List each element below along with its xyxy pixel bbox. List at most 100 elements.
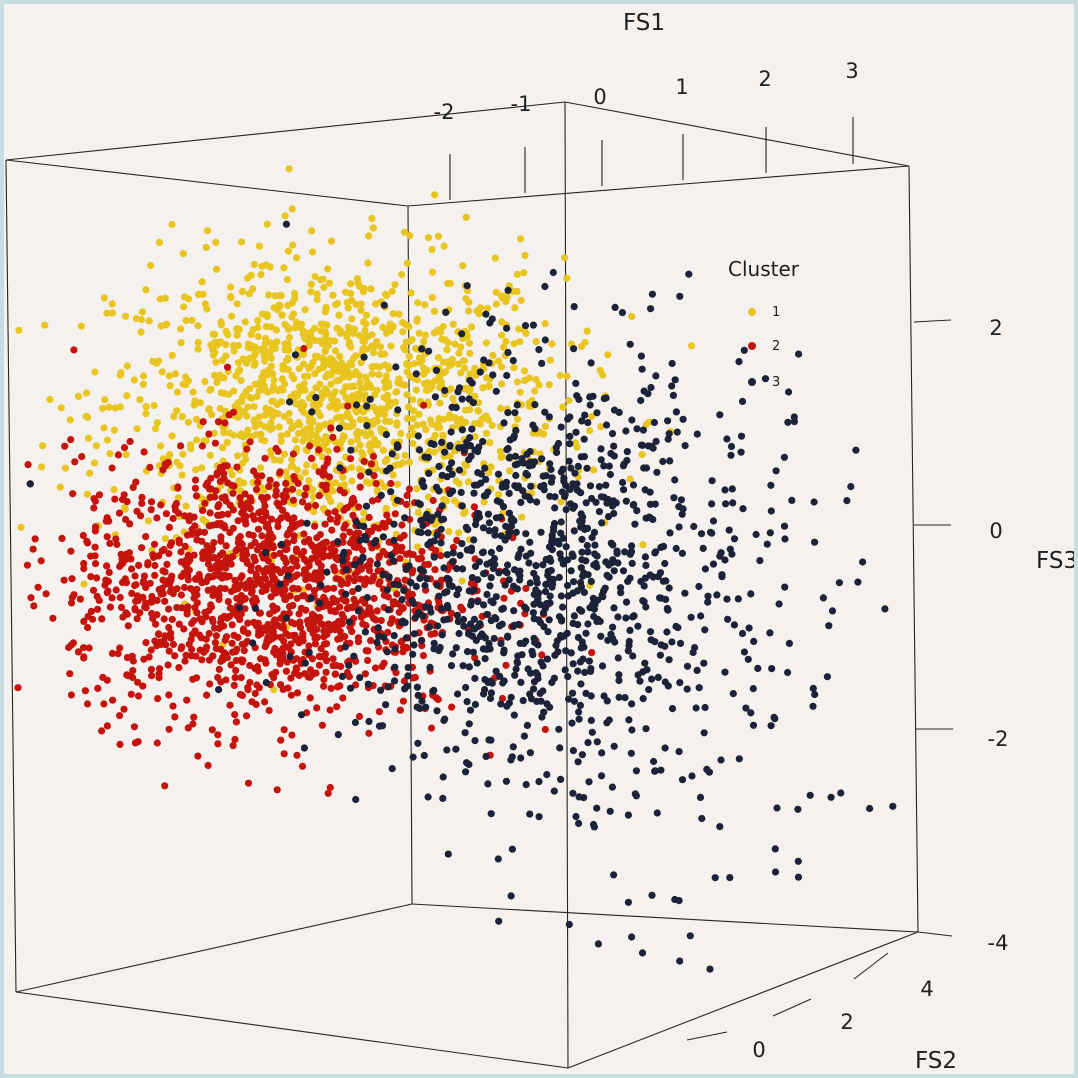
data-point-cluster-3	[416, 704, 424, 713]
data-point-cluster-3	[469, 648, 477, 656]
data-point-cluster-2	[123, 610, 131, 618]
data-point-cluster-2	[76, 595, 84, 603]
data-point-cluster-1	[101, 396, 109, 404]
data-point-cluster-2	[273, 605, 281, 613]
data-point-cluster-2	[80, 559, 88, 568]
data-point-cluster-3	[628, 933, 636, 941]
data-point-cluster-2	[229, 524, 237, 532]
data-point-cluster-1	[548, 340, 556, 348]
data-point-cluster-1	[325, 279, 334, 287]
data-point-cluster-1	[117, 369, 125, 377]
data-point-cluster-3	[492, 387, 500, 395]
data-point-cluster-2	[245, 530, 253, 539]
data-point-cluster-2	[191, 604, 199, 612]
data-point-cluster-1	[460, 357, 468, 365]
data-point-cluster-2	[208, 726, 216, 734]
data-point-cluster-1	[365, 232, 373, 240]
data-point-cluster-2	[231, 576, 239, 585]
data-point-cluster-2	[306, 694, 314, 702]
data-point-cluster-3	[481, 655, 489, 663]
data-point-cluster-3	[465, 395, 473, 403]
data-point-cluster-2	[138, 544, 146, 552]
data-point-cluster-1	[105, 403, 113, 411]
data-point-cluster-3	[676, 957, 684, 965]
data-point-cluster-2	[138, 493, 146, 501]
data-point-cluster-1	[229, 341, 238, 350]
data-point-cluster-2	[174, 484, 182, 492]
data-point-cluster-3	[362, 502, 371, 510]
data-point-cluster-3	[605, 561, 613, 569]
fs2-tick-mark	[772, 998, 812, 1017]
data-point-cluster-3	[696, 793, 705, 802]
data-point-cluster-3	[491, 526, 499, 534]
data-point-cluster-3	[480, 570, 488, 578]
data-point-cluster-3	[301, 659, 309, 667]
data-point-cluster-3	[365, 717, 373, 726]
data-point-cluster-3	[580, 453, 589, 461]
data-point-cluster-2	[356, 483, 364, 491]
data-point-cluster-3	[676, 679, 684, 687]
data-point-cluster-1	[341, 288, 350, 296]
data-point-cluster-2	[371, 664, 380, 672]
data-point-cluster-3	[670, 494, 678, 502]
data-point-cluster-1	[255, 242, 263, 250]
data-point-cluster-2	[328, 526, 336, 534]
data-point-cluster-3	[618, 309, 627, 317]
data-point-cluster-1	[15, 326, 23, 334]
data-point-cluster-1	[445, 528, 453, 536]
fs3-tick-label: 2	[989, 316, 1002, 340]
data-point-cluster-3	[610, 452, 618, 460]
data-point-cluster-3	[539, 561, 547, 569]
data-point-cluster-3	[505, 489, 513, 497]
data-point-cluster-2	[80, 565, 88, 573]
data-point-cluster-2	[119, 559, 127, 567]
data-point-cluster-3	[526, 749, 535, 757]
data-point-cluster-3	[475, 443, 483, 451]
data-point-cluster-2	[352, 601, 360, 609]
data-point-cluster-3	[487, 689, 495, 697]
data-point-cluster-1	[428, 246, 436, 254]
data-point-cluster-3	[745, 624, 753, 632]
data-point-cluster-3	[597, 772, 606, 780]
data-point-cluster-1	[254, 323, 262, 332]
data-point-cluster-1	[260, 382, 268, 390]
data-point-cluster-1	[327, 237, 336, 245]
data-point-cluster-2	[220, 521, 228, 530]
data-point-cluster-2	[241, 502, 249, 510]
data-point-cluster-2	[134, 678, 142, 686]
data-point-cluster-2	[233, 545, 241, 554]
data-point-cluster-3	[557, 529, 565, 537]
data-point-cluster-3	[648, 675, 656, 683]
data-point-cluster-2	[332, 597, 340, 605]
data-point-cluster-2	[207, 474, 215, 482]
data-point-cluster-1	[402, 321, 410, 329]
data-point-cluster-1	[465, 307, 473, 315]
data-point-cluster-2	[252, 579, 260, 587]
data-point-cluster-3	[569, 660, 577, 668]
data-point-cluster-3	[695, 684, 703, 692]
data-point-cluster-3	[599, 593, 607, 601]
data-point-cluster-3	[649, 515, 657, 524]
data-point-cluster-3	[654, 673, 662, 682]
data-point-cluster-3	[458, 565, 467, 573]
data-point-cluster-3	[549, 268, 557, 277]
data-point-cluster-2	[267, 515, 276, 523]
data-point-cluster-2	[29, 545, 37, 553]
data-point-cluster-2	[364, 656, 372, 665]
data-point-cluster-3	[485, 359, 493, 367]
data-point-cluster-1	[502, 337, 510, 346]
data-point-cluster-1	[240, 479, 248, 487]
data-point-cluster-1	[106, 450, 114, 458]
data-point-cluster-1	[389, 471, 397, 479]
data-point-cluster-1	[307, 288, 315, 296]
data-point-cluster-1	[152, 425, 160, 433]
data-point-cluster-3	[586, 482, 595, 490]
box-edge-left	[5, 159, 17, 993]
data-point-cluster-3	[595, 483, 604, 491]
data-point-cluster-1	[557, 498, 565, 506]
data-point-cluster-3	[724, 615, 732, 623]
data-point-cluster-2	[396, 706, 404, 714]
data-point-cluster-2	[271, 622, 279, 630]
data-point-cluster-3	[681, 589, 689, 597]
data-point-cluster-1	[413, 317, 421, 325]
